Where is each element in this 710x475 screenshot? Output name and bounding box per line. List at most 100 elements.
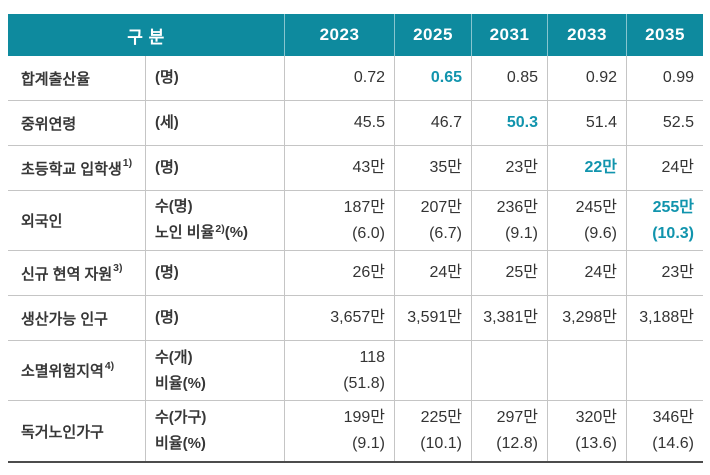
value-cell: 297만 (12.8) bbox=[472, 401, 548, 461]
value-cell: 45.5 bbox=[285, 101, 395, 145]
value-cell: 236만 (9.1) bbox=[472, 191, 548, 250]
value-line: 3,298만 bbox=[562, 309, 617, 326]
unit-text: (명) bbox=[155, 309, 179, 326]
value-cell: 52.5 bbox=[627, 101, 703, 145]
unit-line: 수(개) bbox=[155, 345, 284, 371]
table-row: 소멸위험지역 4) 수(개) 비율(%) 118 (51.8) bbox=[8, 341, 703, 401]
unit-line: 비율(%) bbox=[155, 431, 284, 457]
value-line: 0.92 bbox=[585, 69, 617, 86]
value-cell: 24만 bbox=[395, 251, 472, 295]
value-line: 46.7 bbox=[430, 114, 462, 131]
value-line: 320만 bbox=[575, 409, 617, 426]
row-label-cell: 소멸위험지역 4) bbox=[8, 341, 146, 400]
value-line: 26만 bbox=[352, 264, 385, 281]
unit-cell: (명) bbox=[146, 56, 285, 100]
value-line: (9.1) bbox=[352, 435, 385, 452]
unit-line: (명) bbox=[155, 305, 284, 331]
value-cell: 23만 bbox=[472, 146, 548, 190]
value-line: 0.99 bbox=[662, 69, 694, 86]
value-cell: 0.65 bbox=[395, 56, 472, 100]
row-label: 중위연령 bbox=[21, 115, 77, 133]
value-line bbox=[548, 345, 617, 371]
unit-cell: (세) bbox=[146, 101, 285, 145]
value-line: (6.7) bbox=[429, 224, 462, 242]
value-cell: 187만 (6.0) bbox=[285, 191, 395, 250]
table-row: 초등학교 입학생 1) (명) 43만 35만 23만 22만 24만 bbox=[8, 146, 703, 191]
value-cell bbox=[395, 341, 472, 400]
value-cell: 50.3 bbox=[472, 101, 548, 145]
value-cell: 199만 (9.1) bbox=[285, 401, 395, 461]
value-line: 207만 bbox=[420, 198, 462, 216]
row-label-cell: 중위연령 bbox=[8, 101, 146, 145]
row-label-cell: 합계출산율 bbox=[8, 56, 146, 100]
value-line: 24만 bbox=[429, 264, 462, 281]
value-line: 255만 bbox=[652, 198, 694, 216]
row-label-cell: 초등학교 입학생 1) bbox=[8, 146, 146, 190]
unit-cell: 수(명) 노인 비율2)(%) bbox=[146, 191, 285, 250]
unit-text: 노인 비율 bbox=[155, 224, 215, 241]
value-cell bbox=[548, 341, 627, 400]
table-row: 신규 현역 자원 3) (명) 26만 24만 25만 24만 23만 bbox=[8, 251, 703, 296]
value-line: (9.1) bbox=[505, 224, 538, 242]
unit-text: (명) bbox=[155, 264, 179, 281]
value-line: (10.3) bbox=[652, 224, 694, 242]
unit-line: 수(명) bbox=[155, 194, 284, 220]
value-cell: 320만 (13.6) bbox=[548, 401, 627, 461]
value-cell: 0.92 bbox=[548, 56, 627, 100]
value-line: 35만 bbox=[429, 159, 462, 176]
unit-cell: (명) bbox=[146, 296, 285, 340]
unit-line: (세) bbox=[155, 110, 284, 136]
table-row: 독거노인가구 수(가구) 비율(%) 199만 (9.1) 225만 (10.1) 297만 (… bbox=[8, 401, 703, 463]
value-line: (6.0) bbox=[352, 224, 385, 242]
value-line: 118 bbox=[359, 348, 385, 366]
row-label-cell: 생산가능 인구 bbox=[8, 296, 146, 340]
value-line: 0.85 bbox=[506, 69, 538, 86]
row-label-sup: 1) bbox=[122, 157, 133, 169]
header-year-cell: 2025 bbox=[395, 14, 472, 56]
table-row: 외국인 수(명) 노인 비율2)(%) 187만 (6.0) 207만 (6.7) 236만 (… bbox=[8, 191, 703, 251]
unit-sup: 2) bbox=[215, 223, 225, 235]
table-row: 생산가능 인구 (명) 3,657만 3,591만 3,381만 3,298만 3,188만 bbox=[8, 296, 703, 341]
value-line: 297만 bbox=[496, 409, 538, 426]
value-line: 225만 bbox=[420, 409, 462, 426]
row-label: 외국인 bbox=[21, 213, 63, 230]
row-label: 생산가능 인구 bbox=[21, 310, 108, 328]
unit-line: 수(가구) bbox=[155, 405, 284, 431]
value-line: (51.8) bbox=[343, 374, 385, 392]
value-line: 199만 bbox=[343, 409, 385, 426]
value-line bbox=[395, 345, 462, 371]
unit-text: 비율(%) bbox=[155, 374, 206, 392]
unit-text: 비율(%) bbox=[155, 435, 206, 452]
value-cell: 46.7 bbox=[395, 101, 472, 145]
value-line bbox=[627, 371, 694, 397]
value-cell: 0.85 bbox=[472, 56, 548, 100]
value-cell: 24만 bbox=[548, 251, 627, 295]
row-label: 초등학교 입학생 bbox=[21, 160, 122, 178]
unit-line: 노인 비율2)(%) bbox=[155, 220, 284, 247]
value-line: 51.4 bbox=[585, 114, 617, 131]
value-cell: 22만 bbox=[548, 146, 627, 190]
unit-text: (명) bbox=[155, 159, 179, 176]
value-line: 45.5 bbox=[353, 114, 385, 131]
value-line: 52.5 bbox=[662, 114, 694, 131]
unit-text: 수(가구) bbox=[155, 409, 207, 426]
value-line bbox=[472, 371, 538, 397]
value-cell bbox=[627, 341, 703, 400]
unit-line: 비율(%) bbox=[155, 371, 284, 397]
value-cell: 3,298만 bbox=[548, 296, 627, 340]
stat-table: 구 분 2023 2025 2031 2033 2035 합계출산율 (명) 0.72 0.65 0… bbox=[8, 14, 703, 463]
value-line: 3,381만 bbox=[483, 309, 538, 326]
unit-line: (명) bbox=[155, 260, 284, 286]
table-row: 중위연령 (세) 45.5 46.7 50.3 51.4 52.5 bbox=[8, 101, 703, 146]
row-label-cell: 독거노인가구 bbox=[8, 401, 146, 461]
value-line: 346만 bbox=[652, 409, 694, 426]
value-cell: 35만 bbox=[395, 146, 472, 190]
header-category-cell: 구 분 bbox=[8, 14, 285, 56]
value-cell: 225만 (10.1) bbox=[395, 401, 472, 461]
value-line bbox=[627, 345, 694, 371]
value-cell: 51.4 bbox=[548, 101, 627, 145]
value-line: 0.65 bbox=[430, 69, 462, 86]
row-label: 합계출산율 bbox=[21, 70, 91, 88]
value-line: 22만 bbox=[584, 159, 617, 176]
row-label-cell: 외국인 bbox=[8, 191, 146, 250]
